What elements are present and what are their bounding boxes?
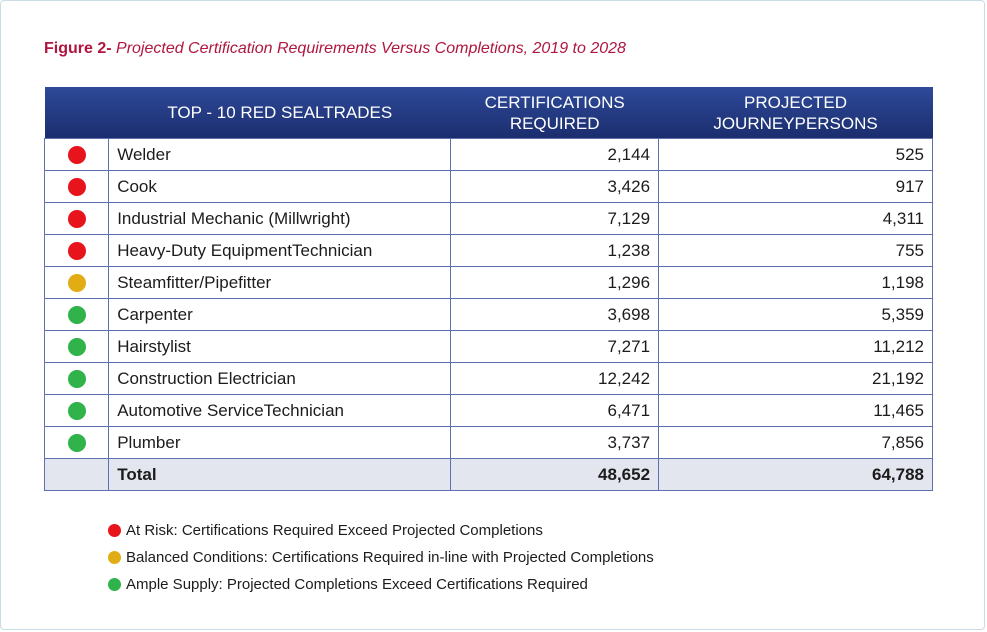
projected-journeypersons-value: 525 xyxy=(658,138,933,171)
header-certifications-required: CERTIFICATIONS REQUIRED xyxy=(450,87,659,139)
status-at-risk-icon xyxy=(67,178,86,197)
legend-text: Ample Supply: Projected Completions Exce… xyxy=(126,576,588,593)
table-body: Welder 2,144 525 Cook 3,426 917 Industrial Mec… xyxy=(43,138,933,491)
status-ample-icon xyxy=(67,370,86,389)
total-label: Total xyxy=(108,458,452,491)
status-balanced-icon xyxy=(67,274,86,293)
trade-name: Construction Electrician xyxy=(108,362,452,395)
legend-item: Balanced Conditions: Certifications Requ… xyxy=(108,544,654,571)
certifications-required-value: 3,737 xyxy=(450,426,660,459)
certifications-required-value: 3,426 xyxy=(450,170,660,203)
status-cell xyxy=(43,170,110,203)
status-cell xyxy=(43,138,110,171)
trade-name: Cook xyxy=(108,170,452,203)
table-row: Construction Electrician 12,242 21,192 xyxy=(43,362,933,395)
status-cell xyxy=(43,234,110,267)
status-ample-icon xyxy=(67,434,86,453)
status-cell xyxy=(43,394,110,427)
projected-journeypersons-value: 1,198 xyxy=(658,266,933,299)
table-row: Steamfitter/Pipefitter 1,296 1,198 xyxy=(43,266,933,299)
table-row: Carpenter 3,698 5,359 xyxy=(43,298,933,331)
trade-name: Welder xyxy=(108,138,452,171)
status-cell xyxy=(43,202,110,235)
certifications-required-value: 2,144 xyxy=(450,138,660,171)
status-cell xyxy=(43,362,110,395)
figure-label: Figure 2- xyxy=(44,40,112,57)
certifications-required-value: 12,242 xyxy=(450,362,660,395)
legend-ample-icon xyxy=(108,578,121,591)
figure-title-text: Projected Certification Requirements Ver… xyxy=(116,40,626,57)
status-cell xyxy=(43,266,110,299)
table-row: Industrial Mechanic (Millwright) 7,129 4,3… xyxy=(43,202,933,235)
trade-name: Steamfitter/Pipefitter xyxy=(108,266,452,299)
status-cell xyxy=(43,298,110,331)
projected-journeypersons-value: 11,212 xyxy=(658,330,933,363)
total-projected-journeypersons: 64,788 xyxy=(658,458,933,491)
status-cell xyxy=(43,426,110,459)
table-row: Automotive ServiceTechnician 6,471 11,465 xyxy=(43,394,933,427)
total-row: Total 48,652 64,788 xyxy=(43,458,933,491)
header-status xyxy=(44,87,109,139)
certifications-required-value: 3,698 xyxy=(450,298,660,331)
certifications-required-value: 1,238 xyxy=(450,234,660,267)
legend-item: Ample Supply: Projected Completions Exce… xyxy=(108,571,654,598)
trades-table: TOP - 10 RED SEALTRADES CERTIFICATIONS R… xyxy=(43,87,933,491)
projected-journeypersons-value: 11,465 xyxy=(658,394,933,427)
total-certifications-required: 48,652 xyxy=(450,458,660,491)
certifications-required-value: 7,129 xyxy=(450,202,660,235)
header-trades: TOP - 10 RED SEALTRADES xyxy=(108,87,451,139)
total-status-cell xyxy=(43,458,110,491)
status-ample-icon xyxy=(67,338,86,357)
table-row: Heavy-Duty EquipmentTechnician 1,238 755 xyxy=(43,234,933,267)
legend-text: At Risk: Certifications Required Exceed … xyxy=(126,522,543,539)
projected-journeypersons-value: 21,192 xyxy=(658,362,933,395)
trade-name: Industrial Mechanic (Millwright) xyxy=(108,202,452,235)
projected-journeypersons-value: 4,311 xyxy=(658,202,933,235)
header-projected-journeypersons: PROJECTED JOURNEYPERSONS xyxy=(658,87,933,139)
trade-name: Heavy-Duty EquipmentTechnician xyxy=(108,234,452,267)
table-row: Plumber 3,737 7,856 xyxy=(43,426,933,459)
projected-journeypersons-value: 7,856 xyxy=(658,426,933,459)
trade-name: Hairstylist xyxy=(108,330,452,363)
legend-item: At Risk: Certifications Required Exceed … xyxy=(108,517,654,544)
table-row: Welder 2,144 525 xyxy=(43,138,933,171)
figure-title: Figure 2- Projected Certification Requir… xyxy=(44,40,626,58)
status-at-risk-icon xyxy=(67,146,86,165)
status-at-risk-icon xyxy=(67,242,86,261)
status-cell xyxy=(43,330,110,363)
table-row: Hairstylist 7,271 11,212 xyxy=(43,330,933,363)
certifications-required-value: 7,271 xyxy=(450,330,660,363)
trade-name: Plumber xyxy=(108,426,452,459)
legend-text: Balanced Conditions: Certifications Requ… xyxy=(126,549,654,566)
status-ample-icon xyxy=(67,306,86,325)
header-projected-journeypersons-text: PROJECTED JOURNEYPERSONS xyxy=(713,92,878,133)
certifications-required-value: 1,296 xyxy=(450,266,660,299)
status-ample-icon xyxy=(67,402,86,421)
legend-balanced-icon xyxy=(108,551,121,564)
legend-at-risk-icon xyxy=(108,524,121,537)
projected-journeypersons-value: 917 xyxy=(658,170,933,203)
certifications-required-value: 6,471 xyxy=(450,394,660,427)
projected-journeypersons-value: 755 xyxy=(658,234,933,267)
status-at-risk-icon xyxy=(67,210,86,229)
projected-journeypersons-value: 5,359 xyxy=(658,298,933,331)
trade-name: Carpenter xyxy=(108,298,452,331)
legend: At Risk: Certifications Required Exceed … xyxy=(108,517,654,598)
table-header-row: TOP - 10 RED SEALTRADES CERTIFICATIONS R… xyxy=(44,87,933,139)
table-row: Cook 3,426 917 xyxy=(43,170,933,203)
header-certifications-required-text: CERTIFICATIONS REQUIRED xyxy=(484,92,625,133)
trade-name: Automotive ServiceTechnician xyxy=(108,394,452,427)
